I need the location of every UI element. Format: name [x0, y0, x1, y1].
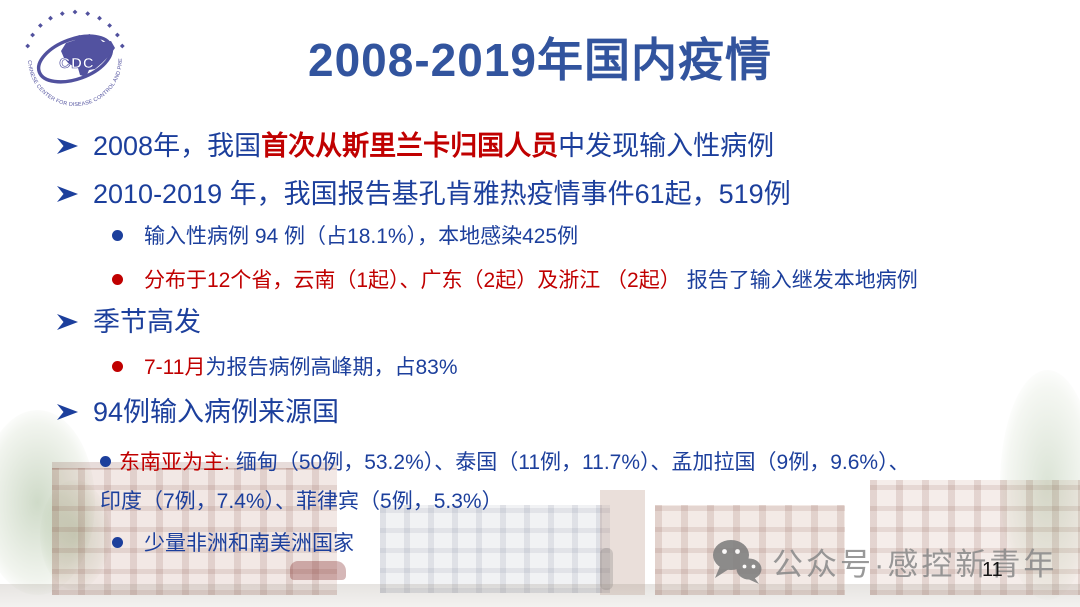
bullet-text: 季节高发 — [93, 307, 201, 337]
slide-title: 2008-2019年国内疫情 — [308, 34, 772, 86]
bullet-text: 94例输入病例来源国 — [93, 397, 340, 427]
tree-left — [0, 410, 95, 595]
bullet-text-highlight: 分布于12个省，云南（1起）、广东（2起）及浙江 （2起） — [144, 269, 681, 292]
bullet-text: 少量非洲和南美洲国家 — [144, 532, 354, 555]
car — [290, 561, 346, 580]
bullet-text: 为报告病例高峰期，占83% — [205, 356, 458, 379]
wechat-icon — [713, 540, 762, 584]
dot-bullet-icon — [100, 456, 111, 467]
watermark: 公众号·感控新青年 — [712, 538, 1057, 584]
bullet-text-highlight: 东南亚为主: — [119, 451, 230, 474]
subbullet-imported-vs-local: 输入性病例 94 例（占18.1%），本地感染425例 — [112, 222, 578, 252]
arrow-bullet-icon — [56, 395, 79, 431]
bullet-text-highlight: 首次从斯里兰卡归国人员 — [261, 131, 559, 161]
bullet-2008-imported-case: 2008年，我国首次从斯里兰卡归国人员中发现输入性病例 — [56, 128, 774, 165]
bullet-text: 输入性病例 94 例（占18.1%），本地感染425例 — [144, 225, 579, 248]
bullet-text: 2008年，我国 — [93, 131, 262, 161]
bullet-2010-2019-events: 2010-2019 年，我国报告基孔肯雅热疫情事件61起，519例 — [56, 176, 791, 213]
dot-bullet-icon — [112, 230, 123, 241]
bullet-seasonal-peak: 季节高发 — [56, 304, 201, 341]
dot-bullet-icon — [112, 361, 123, 372]
subbullet-africa-south-america: 少量非洲和南美洲国家 — [112, 529, 354, 559]
bullet-text-highlight: 7-11月 — [144, 356, 206, 379]
person — [600, 548, 613, 590]
arrow-bullet-icon — [56, 305, 79, 341]
bullet-text: 报告了输入继发本地病例 — [686, 269, 918, 292]
road — [0, 584, 1080, 607]
bullet-text: 印度（7例，7.4%）、菲律宾（5例，5.3%） — [100, 490, 503, 513]
cdc-logo: CDC CHINESE CENTER FOR DISEASE CONTROL A… — [13, 4, 125, 108]
bullet-text: 2010-2019 年，我国报告基孔肯雅热疫情事件61起，519例 — [93, 179, 791, 209]
arrow-bullet-icon — [56, 177, 79, 213]
subbullet-southeast-asia: 东南亚为主: 缅甸（50例，53.2%）、泰国（11例，11.7%）、孟加拉国（9… — [100, 443, 1052, 521]
china-map — [61, 34, 115, 77]
watermark-text: 公众号·感控新青年 — [772, 546, 1058, 582]
arrow-bullet-icon — [56, 129, 79, 165]
bullet-source-countries: 94例输入病例来源国 — [56, 394, 339, 431]
bullet-text: 中发现输入性病例 — [558, 131, 775, 161]
subbullet-peak-months: 7-11月为报告病例高峰期，占83% — [112, 353, 458, 383]
subbullet-province-distribution: 分布于12个省，云南（1起）、广东（2起）及浙江 （2起） 报告了输入继发本地病例 — [112, 266, 918, 296]
bullet-text: 缅甸（50例，53.2%）、泰国（11例，11.7%）、孟加拉国（9例，9.6%… — [235, 451, 910, 474]
page-number: 11 — [982, 559, 1003, 581]
dot-bullet-icon — [112, 537, 123, 548]
logo-cdc-text: CDC — [59, 55, 95, 72]
dot-bullet-icon — [112, 274, 123, 285]
